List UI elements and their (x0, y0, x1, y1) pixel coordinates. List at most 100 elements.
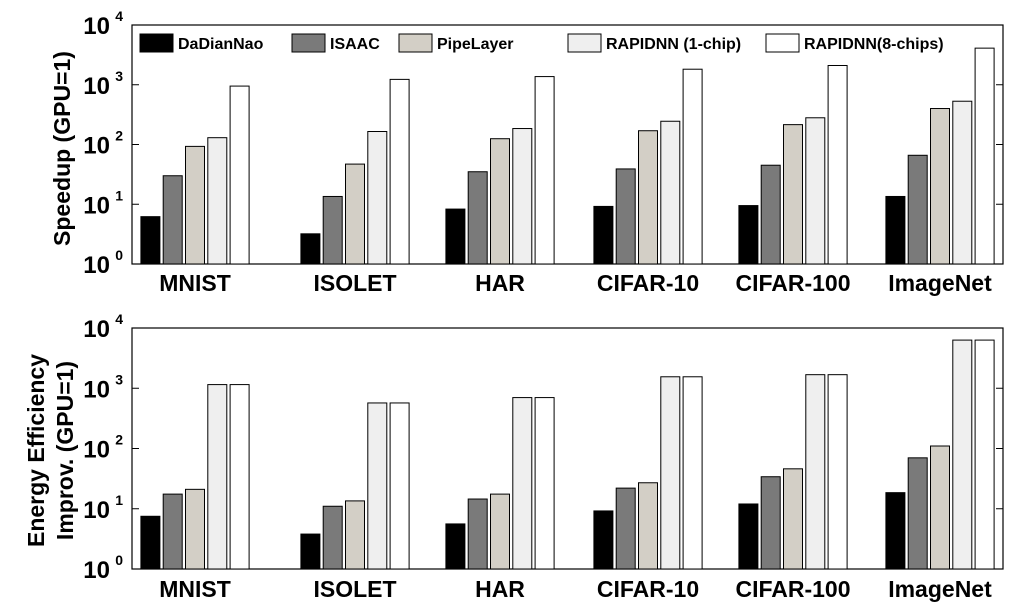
y-tick-label: 10 (83, 133, 110, 160)
x-category-label: CIFAR-100 (735, 576, 850, 602)
bar-cifar-100-3 (805, 374, 826, 570)
bar-har-0 (445, 208, 466, 265)
legend-label: DaDianNao (178, 36, 264, 53)
bar-imagenet-1 (907, 154, 928, 265)
plot-frame (131, 327, 1004, 570)
bar-imagenet-4 (974, 47, 995, 265)
bar-imagenet-2 (930, 108, 950, 265)
bar-isolet-2 (345, 163, 365, 265)
bar-cifar-100-1 (760, 476, 781, 570)
y-tick-exponent: 1 (115, 492, 123, 508)
bar-isolet-1 (322, 195, 343, 265)
bar-cifar-10-4 (682, 68, 703, 265)
bar-imagenet-2 (930, 445, 950, 570)
y-axis-title-line-2: Improv. (GPU=1) (52, 361, 78, 540)
legend-label: ISAAC (330, 36, 380, 53)
x-category-label: HAR (475, 576, 525, 602)
legend-label: PipeLayer (437, 36, 513, 53)
bar-cifar-10-3 (660, 120, 681, 265)
bar-mnist-3 (207, 384, 228, 570)
y-tick-exponent: 2 (115, 128, 123, 144)
y-tick-label: 10 (83, 13, 110, 40)
bar-cifar-10-4 (682, 376, 703, 570)
y-tick-label: 10 (83, 557, 110, 584)
x-category-label: MNIST (159, 576, 231, 602)
bar-cifar-10-0 (593, 510, 614, 570)
bar-cifar-10-2 (638, 482, 658, 570)
bar-har-4 (534, 397, 555, 570)
bar-cifar-10-2 (638, 130, 658, 265)
y-tick-exponent: 4 (115, 8, 123, 24)
y-tick-label: 10 (83, 73, 110, 100)
x-category-label: MNIST (159, 270, 231, 296)
plot-frame (131, 24, 1004, 265)
y-axis-title: Speedup (GPU=1) (49, 51, 75, 246)
bar-mnist-2 (185, 488, 205, 570)
bar-mnist-4 (229, 85, 250, 265)
y-tick-exponent: 4 (115, 311, 123, 327)
legend-swatch (567, 33, 602, 53)
bar-mnist-0 (140, 216, 161, 265)
bar-har-2 (490, 138, 510, 265)
bar-imagenet-3 (952, 339, 973, 570)
y-tick-label: 10 (83, 376, 110, 403)
bar-imagenet-0 (885, 195, 906, 265)
y-tick-label: 10 (83, 252, 110, 279)
bar-har-1 (467, 498, 488, 570)
chart-panel-2: 10 0 10 1 10 2 10 3 10 4 MNIST ISOLET HAR CIFAR-10 CIF… (23, 311, 1004, 602)
chart-panel-1: 10 0 10 1 10 2 10 3 10 4 MNIST ISOLET HAR CIFAR-10 CIF… (49, 8, 1004, 296)
bar-isolet-3 (367, 131, 388, 265)
bar-mnist-2 (185, 145, 205, 265)
legend-swatch (398, 33, 433, 53)
bar-isolet-3 (367, 402, 388, 570)
y-axis-title-line-1: Energy Efficiency (23, 354, 49, 547)
x-category-label: CIFAR-10 (597, 270, 699, 296)
bar-isolet-4 (389, 402, 410, 570)
bar-cifar-100-2 (783, 124, 803, 265)
y-tick-exponent: 3 (115, 371, 123, 387)
y-tick-exponent: 0 (115, 552, 123, 568)
x-category-label: ISOLET (313, 576, 396, 602)
bar-imagenet-3 (952, 100, 973, 265)
bar-imagenet-1 (907, 457, 928, 570)
bar-isolet-1 (322, 505, 343, 570)
bar-isolet-0 (300, 533, 321, 570)
bar-mnist-1 (162, 175, 183, 265)
bar-mnist-0 (140, 515, 161, 570)
bar-cifar-10-0 (593, 205, 614, 265)
bar-mnist-4 (229, 384, 250, 570)
x-category-label: ImageNet (888, 576, 992, 602)
bar-mnist-1 (162, 493, 183, 570)
bar-mnist-3 (207, 137, 228, 265)
bar-isolet-0 (300, 233, 321, 265)
bar-imagenet-4 (974, 339, 995, 570)
legend: DaDianNao ISAAC PipeLayer RAPIDNN (1-chip) R… (139, 33, 944, 53)
bar-cifar-100-4 (827, 64, 848, 265)
bar-cifar-100-2 (783, 468, 803, 570)
bar-cifar-100-0 (738, 503, 759, 570)
y-tick-exponent: 3 (115, 68, 123, 84)
bar-cifar-100-3 (805, 117, 826, 265)
legend-swatch (291, 33, 326, 53)
x-category-label: ImageNet (888, 270, 992, 296)
y-tick-exponent: 1 (115, 187, 123, 203)
x-category-label: HAR (475, 270, 525, 296)
bar-imagenet-0 (885, 492, 906, 570)
legend-label: RAPIDNN (1-chip) (606, 36, 741, 53)
legend-label: RAPIDNN(8-chips) (804, 36, 944, 53)
x-category-label: CIFAR-100 (735, 270, 850, 296)
bar-cifar-100-0 (738, 205, 759, 265)
legend-swatch (765, 33, 800, 53)
bar-har-1 (467, 171, 488, 265)
bar-cifar-10-3 (660, 376, 681, 570)
y-tick-label: 10 (83, 497, 110, 524)
bar-cifar-10-1 (615, 168, 636, 265)
x-category-label: ISOLET (313, 270, 396, 296)
y-tick-label: 10 (83, 192, 110, 219)
bar-har-3 (512, 397, 533, 570)
bar-har-4 (534, 76, 555, 265)
bar-cifar-100-4 (827, 374, 848, 570)
bar-isolet-2 (345, 500, 365, 570)
